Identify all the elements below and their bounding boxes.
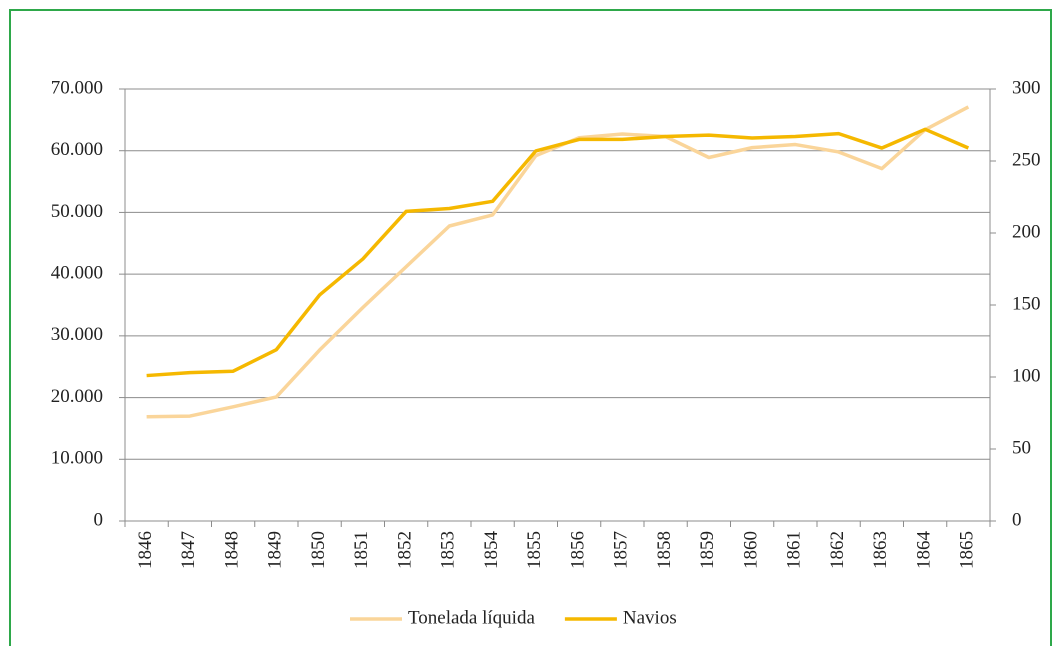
x-tick-label: 1865: [957, 531, 978, 569]
x-tick-label: 1856: [567, 531, 588, 569]
y2-tick-label: 50: [1012, 437, 1031, 458]
x-tick-label: 1847: [178, 531, 199, 569]
y-tick-label: 40.000: [51, 263, 103, 284]
x-tick-label: 1850: [308, 531, 329, 569]
chart-frame: [9, 9, 1052, 646]
y-tick-label: 0: [94, 509, 104, 530]
x-tick-label: 1861: [784, 531, 805, 569]
x-tick-label: 1855: [524, 531, 545, 569]
y-tick-label: 20.000: [51, 386, 103, 407]
x-tick-label: 1862: [827, 531, 848, 569]
x-tick-label: 1846: [135, 531, 156, 569]
legend-label: Navios: [623, 607, 677, 628]
y2-tick-label: 100: [1012, 365, 1041, 386]
y2-tick-label: 150: [1012, 293, 1041, 314]
x-tick-label: 1858: [654, 531, 675, 569]
y-tick-label: 10.000: [51, 448, 103, 469]
legend-label: Tonelada líquida: [408, 607, 535, 628]
x-tick-label: 1854: [481, 531, 502, 570]
x-tick-label: 1864: [913, 531, 934, 570]
y2-tick-label: 250: [1012, 149, 1041, 170]
series-line: [146, 127, 970, 378]
x-tick-label: 1849: [265, 531, 286, 569]
y-tick-label: 50.000: [51, 201, 103, 222]
y2-tick-label: 0: [1012, 509, 1022, 530]
x-tick-label: 1857: [611, 531, 632, 569]
x-tick-label: 1853: [438, 531, 459, 569]
x-tick-label: 1851: [351, 531, 372, 569]
x-tick-label: 1852: [394, 531, 415, 569]
y-tick-label: 60.000: [51, 139, 103, 160]
x-tick-label: 1859: [697, 531, 718, 569]
y-tick-label: 30.000: [51, 324, 103, 345]
y-tick-label: 70.000: [51, 77, 103, 98]
x-tick-label: 1848: [221, 531, 242, 569]
x-tick-label: 1863: [870, 531, 891, 569]
y2-tick-label: 300: [1012, 77, 1041, 98]
y2-tick-label: 200: [1012, 221, 1041, 242]
x-tick-label: 1860: [740, 531, 761, 569]
